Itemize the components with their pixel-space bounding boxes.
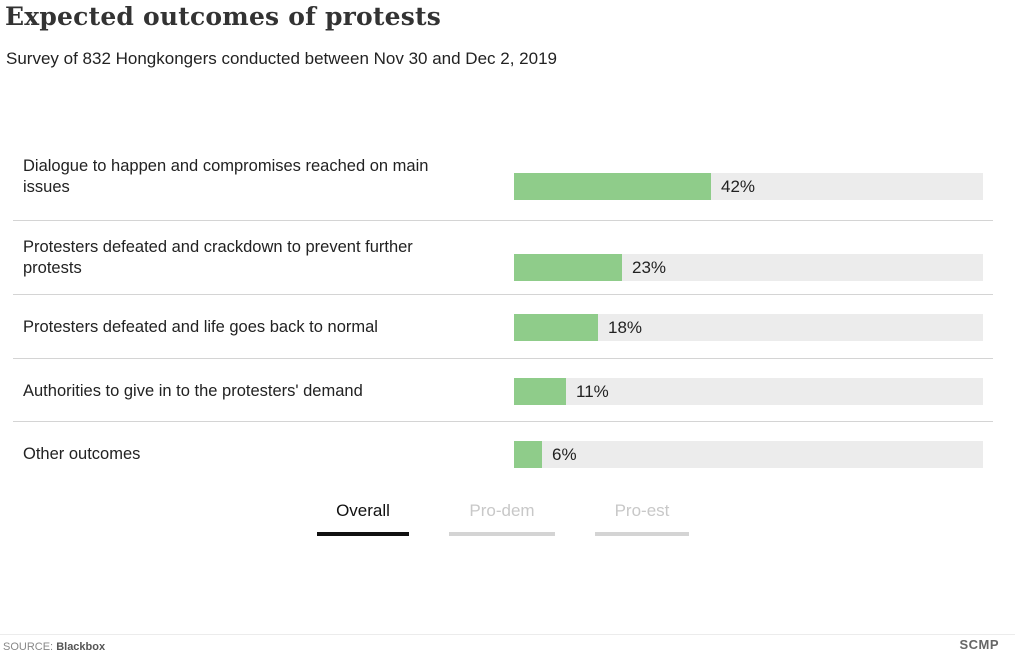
category-label: Protesters defeated and crackdown to pre… — [23, 238, 413, 277]
value-label: 18% — [608, 318, 643, 337]
category-label: Protesters defeated and life goes back t… — [23, 318, 378, 336]
bar-track: 23% — [514, 254, 983, 281]
tab-pro-est-label: Pro-est — [614, 501, 670, 520]
bar — [514, 377, 566, 405]
value-label: 6% — [552, 444, 577, 464]
tab-overall-label: Overall — [336, 501, 390, 520]
value-label: 42% — [721, 177, 756, 196]
bar-track: 6% — [514, 440, 983, 468]
tab-bar: Overall Pro-dem Pro-est — [0, 500, 1015, 540]
category-label: Dialogue to happen and compromises reach… — [23, 157, 429, 196]
category-label: Other outcomes — [23, 444, 141, 463]
tab-pro-dem-label: Pro-dem — [469, 501, 535, 520]
chart-row: Dialogue to happen and compromises reach… — [13, 140, 993, 221]
bar — [514, 173, 711, 200]
chart-subtitle: Survey of 832 Hongkongers conducted betw… — [6, 49, 557, 68]
bar — [514, 440, 542, 468]
chart-row: Protesters defeated and life goes back t… — [13, 295, 993, 359]
value-label: 11% — [576, 381, 609, 401]
chart-row: Protesters defeated and crackdown to pre… — [13, 221, 993, 295]
bar-track: 11% — [514, 377, 983, 405]
tab-overall[interactable]: Overall — [317, 500, 409, 536]
tab-pro-dem[interactable]: Pro-dem — [449, 500, 555, 536]
value-label: 23% — [632, 258, 667, 277]
source-note: SOURCE: Blackbox — [3, 641, 105, 653]
brand-logo: SCMP — [959, 637, 999, 652]
chart-row: Other outcomes 6% — [13, 422, 993, 484]
tab-pro-est-underline — [595, 532, 689, 536]
category-label: Authorities to give in to the protesters… — [23, 381, 363, 400]
chart-row: Authorities to give in to the protesters… — [13, 359, 993, 422]
bar — [514, 314, 598, 341]
bar-chart: Dialogue to happen and compromises reach… — [13, 140, 993, 484]
source-prefix: SOURCE: — [3, 641, 57, 653]
tab-pro-dem-underline — [449, 532, 555, 536]
bar-track: 18% — [514, 314, 983, 341]
bar-track: 42% — [514, 173, 983, 200]
footer-divider — [0, 634, 1015, 635]
source-name: Blackbox — [56, 641, 106, 653]
tab-pro-est[interactable]: Pro-est — [595, 500, 689, 536]
bar — [514, 254, 622, 281]
chart-title: Expected outcomes of protests — [5, 2, 442, 31]
tab-overall-underline — [317, 532, 409, 536]
